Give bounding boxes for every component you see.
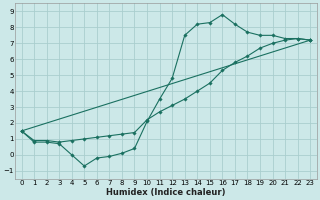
X-axis label: Humidex (Indice chaleur): Humidex (Indice chaleur) (106, 188, 226, 197)
